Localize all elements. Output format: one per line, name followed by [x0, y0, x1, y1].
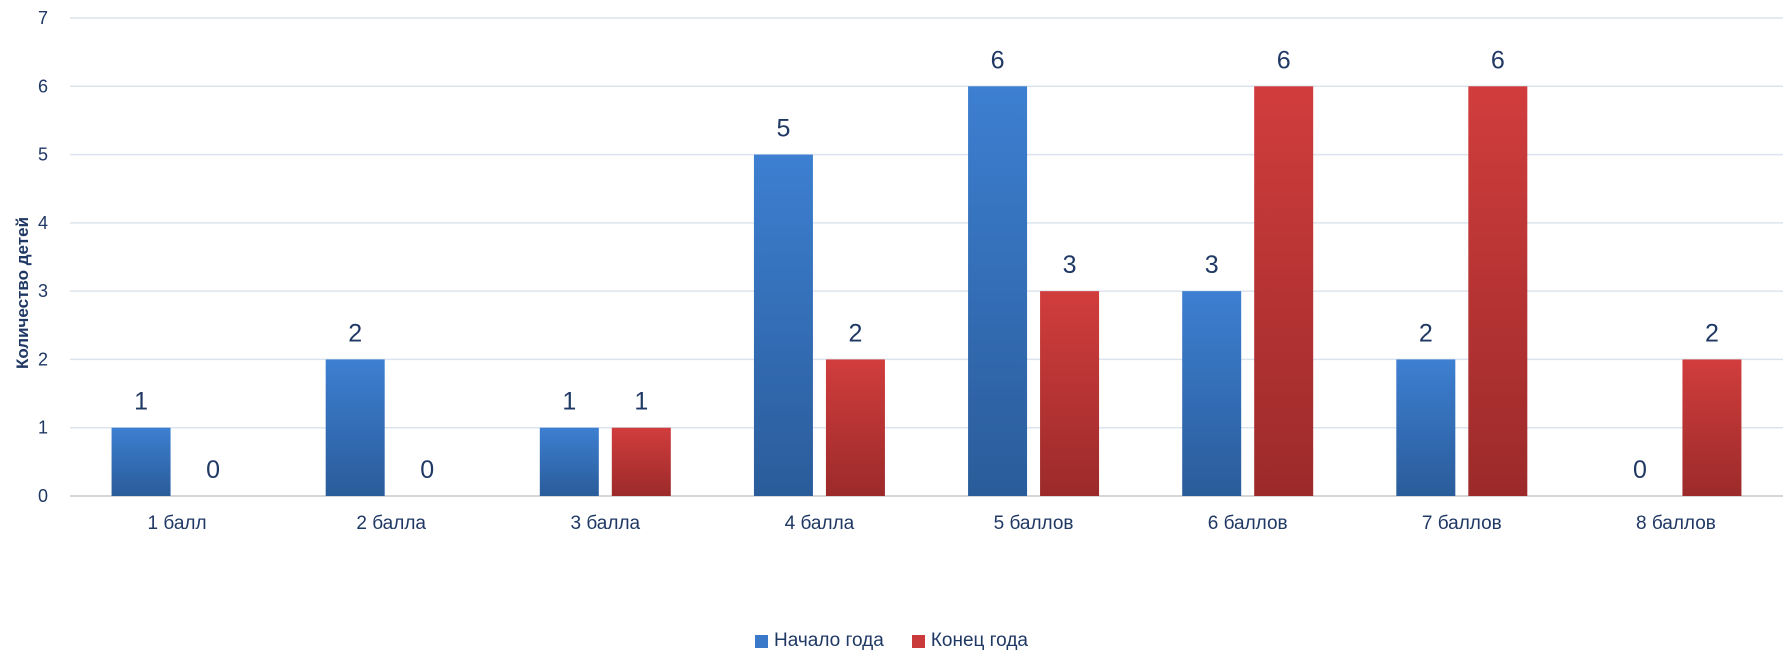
data-label: 3 — [1205, 251, 1219, 279]
legend-item-start: Начало года — [755, 630, 884, 652]
x-tick-label: 3 балла — [571, 513, 641, 534]
y-tick-label: 6 — [38, 76, 48, 96]
bar-start — [539, 427, 599, 496]
x-tick-label: 7 баллов — [1422, 513, 1502, 534]
bar-start — [1396, 359, 1456, 496]
data-label: 0 — [206, 456, 220, 484]
y-tick-label: 7 — [38, 8, 48, 28]
x-tick-label: 5 баллов — [994, 513, 1074, 534]
bar-end — [1468, 86, 1528, 497]
data-label: 6 — [1491, 46, 1505, 74]
x-tick-label: 8 баллов — [1636, 513, 1716, 534]
data-label: 6 — [991, 46, 1005, 74]
y-tick-label: 1 — [38, 418, 48, 438]
data-label: 1 — [134, 388, 148, 416]
data-label: 2 — [848, 319, 862, 347]
y-tick-label: 2 — [38, 349, 48, 369]
legend-item-end: Конец года — [911, 630, 1028, 652]
legend: Начало года Конец года — [0, 628, 1783, 654]
bar-chart: Количество детей 0 1 2 3 4 5 6 7 1 0 1 балл 2 0 2 ба… — [13, 8, 1783, 534]
y-tick-label: 4 — [38, 213, 48, 233]
bar-end — [825, 359, 885, 496]
bar-end — [1254, 86, 1314, 497]
data-label: 0 — [420, 456, 434, 484]
data-label: 5 — [776, 115, 790, 143]
legend-swatch-start — [755, 634, 768, 648]
bar-end — [1040, 291, 1100, 496]
y-axis-title: Количество детей — [13, 217, 32, 369]
bar-start — [325, 359, 385, 496]
y-tick-label: 3 — [38, 281, 48, 301]
data-label: 2 — [1705, 319, 1719, 347]
bar-end — [1682, 359, 1742, 496]
y-tick-label: 5 — [38, 145, 48, 165]
bar-end — [611, 427, 671, 496]
x-tick-label: 4 балла — [785, 513, 855, 534]
data-label: 3 — [1063, 251, 1077, 279]
legend-label-start: Начало года — [774, 630, 884, 651]
bar-start — [111, 427, 171, 496]
bar-start — [968, 86, 1028, 497]
x-tick-label: 1 балл — [148, 513, 207, 534]
legend-swatch-end — [911, 634, 925, 648]
data-label: 2 — [348, 319, 362, 347]
data-label: 6 — [1277, 46, 1291, 74]
legend-label-end: Конец года — [930, 630, 1028, 651]
x-tick-label: 2 балла — [356, 513, 426, 534]
data-label: 0 — [1633, 456, 1647, 484]
bar-start — [1182, 291, 1242, 496]
data-label: 2 — [1419, 319, 1433, 347]
x-tick-label: 6 баллов — [1208, 513, 1288, 534]
bar-start — [753, 154, 813, 497]
y-tick-label: 0 — [38, 486, 48, 506]
data-label: 1 — [634, 388, 648, 416]
data-label: 1 — [562, 388, 576, 416]
